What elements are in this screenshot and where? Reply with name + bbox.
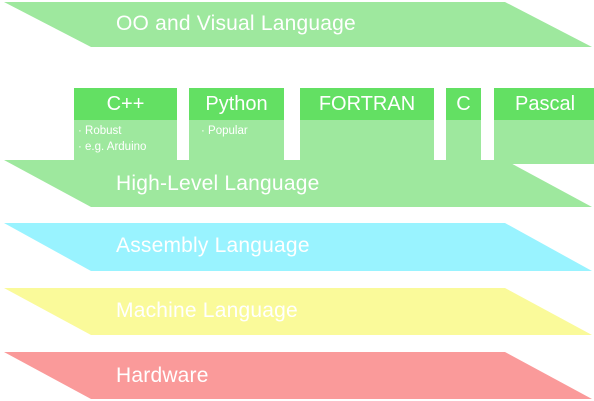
cpp-note: · e.g. Arduino (78, 141, 147, 153)
high-level-layer (4, 160, 592, 207)
language-box-c-title: C (456, 93, 471, 115)
hardware-label: Hardware (116, 364, 209, 387)
language-box-cpp-header (74, 88, 177, 120)
high-level-label: High-Level Language (116, 172, 320, 195)
language-box-pascal-title: Pascal (514, 93, 576, 115)
machine-label: Machine Language (116, 299, 298, 322)
language-box-python-header (189, 88, 284, 120)
language-box-cpp-title: C++ (106, 93, 145, 115)
machine-layer (4, 288, 592, 335)
assembly-layer (4, 223, 592, 271)
language-box-fortran-header (300, 88, 434, 120)
assembly-label: Assembly Language (116, 234, 310, 257)
language-box-c-header (446, 88, 481, 120)
cpp-note: · Robust (78, 125, 122, 137)
python-note: · Popular (201, 125, 248, 137)
oo-visual-layer (4, 2, 592, 47)
language-box-python-title: Python (205, 93, 268, 115)
hardware-layer (4, 352, 592, 399)
oo-visual-label: OO and Visual Language (116, 12, 356, 35)
language-box-fortran-title: FORTRAN (318, 93, 416, 115)
language-box-pascal-header (494, 88, 594, 120)
